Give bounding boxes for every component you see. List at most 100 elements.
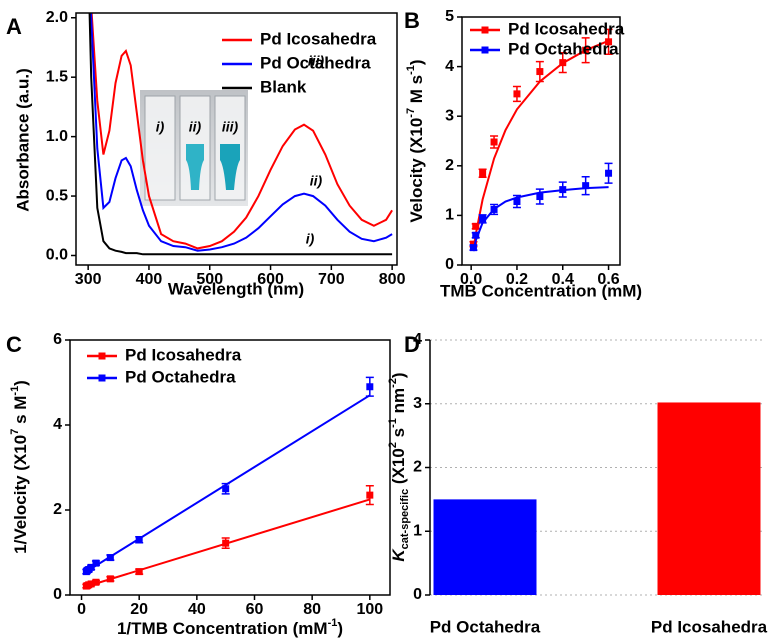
lines <box>88 13 393 256</box>
x-tick-label: 40 <box>188 601 206 618</box>
x-tick-label: 300 <box>75 271 102 288</box>
y-tick-label: 4 <box>53 416 62 433</box>
legend-marker <box>98 374 106 382</box>
label-part: s <box>389 428 408 442</box>
legend-label: Pd Icosahedra <box>125 345 242 364</box>
y-tick-label: 6 <box>53 331 62 348</box>
data-point <box>479 215 487 223</box>
data-point <box>605 169 613 177</box>
spectrum-line <box>90 13 393 250</box>
y-tick-label: 2.0 <box>46 9 68 26</box>
label-part: -7 <box>405 108 417 118</box>
label-part: 7 <box>9 429 21 435</box>
label-part: 1/Velocity (X10 <box>11 435 30 554</box>
legend-label: Pd Octahedra <box>508 39 619 58</box>
y-tick-label: 4 <box>445 58 454 75</box>
legend-label: Pd Icosahedra <box>260 29 377 48</box>
panel-label: C <box>6 332 22 357</box>
data-point <box>605 38 613 46</box>
data-point <box>559 186 567 194</box>
panel-label: B <box>404 8 420 33</box>
y-tick-label: 0 <box>53 586 62 603</box>
x-tick-label: 600 <box>257 271 284 288</box>
legend-marker <box>481 46 489 54</box>
label-part: nm <box>389 388 408 418</box>
label-part: -2 <box>387 378 399 388</box>
label-part: ) <box>407 59 426 65</box>
legend-label: Pd Octahedra <box>260 53 371 72</box>
label-part: s M <box>11 396 30 429</box>
y-tick-label: 0 <box>413 586 422 603</box>
panel-label: A <box>6 14 22 39</box>
curve-annotation: i) <box>306 231 315 247</box>
x-tick-label: 800 <box>379 271 406 288</box>
x-tick-label: 400 <box>136 271 163 288</box>
y-tick-label: 2 <box>53 501 62 518</box>
data-point <box>106 575 114 583</box>
plot-frame <box>461 16 621 266</box>
legend-marker <box>481 26 489 34</box>
data-point <box>366 383 374 391</box>
axis-label: 1/Velocity (X107 s M-1) <box>9 380 31 554</box>
label-part: M s <box>407 75 426 108</box>
y-tick-label: 0.5 <box>46 187 68 204</box>
plot-frame <box>69 339 391 596</box>
panel-label: D <box>404 332 420 357</box>
legend-label: Pd Octahedra <box>125 367 236 386</box>
y-tick-label: 3 <box>413 395 422 412</box>
label-part: ) <box>337 619 343 638</box>
y-tick-label: 1 <box>445 207 454 224</box>
x-tick-label: 500 <box>196 271 223 288</box>
data-point <box>536 68 544 76</box>
spectrum-line <box>88 13 393 256</box>
label-part: -1 <box>9 386 21 396</box>
data-point <box>513 198 521 206</box>
y-tick-label: 1 <box>413 522 422 539</box>
label-part: (X10 <box>389 448 408 489</box>
data-point <box>222 539 230 547</box>
y-tick-label: 5 <box>445 8 454 25</box>
data-point <box>582 46 590 54</box>
inset-label: iii) <box>222 119 239 135</box>
legend-label: Pd Icosahedra <box>508 19 625 38</box>
axis-label: 1/TMB Concentration (mM-1) <box>117 617 343 639</box>
data-point <box>92 559 100 567</box>
y-tick-label: 0.0 <box>46 247 68 264</box>
label-part: -1 <box>328 617 338 629</box>
data-point <box>135 568 143 576</box>
label-part: -1 <box>405 65 417 75</box>
axis-label: Kcat-specific (X102 s-1 nm-2) <box>387 372 411 561</box>
data-point <box>490 205 498 213</box>
x-tick-label: Pd Octahedra <box>430 617 541 636</box>
plot-frame <box>75 12 398 266</box>
data-point <box>582 182 590 190</box>
x-tick-label: 20 <box>130 601 148 618</box>
x-tick-label: 0.0 <box>460 271 482 288</box>
y-tick-label: 2 <box>413 459 422 476</box>
data-point <box>106 554 114 562</box>
data-point <box>472 231 480 239</box>
bar <box>657 402 761 595</box>
data-point <box>559 59 567 67</box>
x-tick-label: 0.2 <box>506 271 528 288</box>
x-tick-label: 60 <box>246 601 264 618</box>
label-part: Velocity (X10 <box>407 118 426 223</box>
label-part: cat-specific <box>399 489 411 550</box>
data-point <box>82 582 90 590</box>
data-point <box>472 222 480 230</box>
label-part: 2 <box>387 442 399 448</box>
curve-annotation: ii) <box>310 173 323 189</box>
x-tick-label: 700 <box>318 271 345 288</box>
x-tick-label: Pd Icosahedra <box>651 617 768 636</box>
data-point <box>479 169 487 177</box>
data-point <box>513 90 521 98</box>
x-tick-label: 0 <box>77 601 86 618</box>
x-tick-label: 100 <box>356 601 383 618</box>
inset-label: i) <box>156 119 165 135</box>
bar <box>433 499 537 595</box>
inset-photo <box>140 90 248 206</box>
spectrum-line <box>89 13 393 252</box>
data-point <box>135 536 143 544</box>
